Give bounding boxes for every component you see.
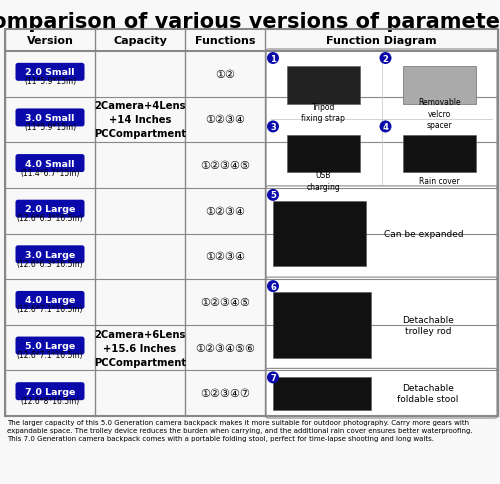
Circle shape	[267, 53, 279, 65]
Text: ①②③④: ①②③④	[205, 115, 245, 125]
Text: 4.0 Large: 4.0 Large	[25, 296, 75, 305]
Text: (11*5.9*15in): (11*5.9*15in)	[24, 77, 76, 86]
FancyBboxPatch shape	[16, 109, 84, 127]
Text: 5: 5	[270, 191, 276, 200]
Bar	[286, 67, 360, 105]
Text: ①②: ①②	[215, 70, 235, 80]
Text: Capacity: Capacity	[113, 36, 167, 46]
Text: 2: 2	[382, 54, 388, 63]
Text: 3.0 Small: 3.0 Small	[26, 114, 74, 122]
Text: 1: 1	[270, 54, 276, 63]
Bar	[273, 292, 371, 358]
Text: Detachable
foldable stool: Detachable foldable stool	[398, 383, 459, 403]
Circle shape	[380, 53, 392, 65]
FancyBboxPatch shape	[16, 291, 84, 309]
Bar	[5, 30, 498, 416]
FancyBboxPatch shape	[266, 369, 497, 418]
Bar	[273, 201, 366, 267]
Text: 4: 4	[382, 122, 388, 132]
Text: USB
charging: USB charging	[306, 171, 340, 191]
FancyBboxPatch shape	[266, 186, 497, 282]
Text: Rain cover: Rain cover	[420, 177, 460, 185]
Text: (12.6*7.1*16.5in): (12.6*7.1*16.5in)	[17, 305, 83, 314]
Text: (12.6*7.1*16.5in): (12.6*7.1*16.5in)	[17, 350, 83, 359]
Text: 2.0 Small: 2.0 Small	[25, 68, 75, 77]
Text: ①②③④⑤⑥: ①②③④⑤⑥	[195, 343, 255, 353]
Text: Removable
velcro
spacer: Removable velcro spacer	[418, 98, 461, 129]
Text: The larger capacity of this 5.0 Generation camera backpack makes it more suitabl: The larger capacity of this 5.0 Generati…	[7, 419, 472, 441]
Text: 7: 7	[270, 373, 276, 382]
FancyBboxPatch shape	[266, 277, 497, 373]
FancyBboxPatch shape	[16, 246, 84, 264]
Circle shape	[267, 281, 279, 292]
Circle shape	[267, 189, 279, 201]
Bar	[286, 136, 360, 173]
Circle shape	[267, 121, 279, 133]
FancyBboxPatch shape	[16, 337, 84, 355]
Text: (11.4*6.7*15in): (11.4*6.7*15in)	[20, 168, 80, 177]
FancyBboxPatch shape	[16, 200, 84, 218]
Text: Tripod
fixing strap: Tripod fixing strap	[302, 103, 345, 123]
Text: ①②③④: ①②③④	[205, 206, 245, 216]
FancyBboxPatch shape	[266, 50, 497, 191]
Text: (11*5.9*15in): (11*5.9*15in)	[24, 122, 76, 132]
Text: 3.0 Large: 3.0 Large	[25, 250, 75, 259]
Text: ①②③④⑤: ①②③④⑤	[200, 161, 250, 171]
Text: Functions: Functions	[195, 36, 256, 46]
Text: Comparison of various versions of parameters: Comparison of various versions of parame…	[0, 12, 500, 32]
Text: Detachable
trolley rod: Detachable trolley rod	[402, 315, 454, 335]
Text: ①②③④⑤: ①②③④⑤	[200, 297, 250, 307]
FancyBboxPatch shape	[16, 382, 84, 400]
Text: (12.6*8*16.5in): (12.6*8*16.5in)	[20, 396, 80, 405]
Text: 2Camera+4Lens
+14 Inches
PCCompartment: 2Camera+4Lens +14 Inches PCCompartment	[94, 101, 186, 139]
Text: (12.6*6.3*16.5in): (12.6*6.3*16.5in)	[16, 259, 84, 268]
FancyBboxPatch shape	[16, 155, 84, 173]
Text: 2.0 Large: 2.0 Large	[25, 205, 75, 214]
Bar	[403, 136, 476, 173]
Circle shape	[380, 121, 392, 133]
Text: Version: Version	[26, 36, 74, 46]
Text: 6: 6	[270, 282, 276, 291]
Text: 3: 3	[270, 122, 276, 132]
FancyBboxPatch shape	[16, 64, 84, 82]
Text: Can be expanded: Can be expanded	[384, 229, 464, 239]
Text: (12.6*6.3*16.5in): (12.6*6.3*16.5in)	[16, 214, 84, 223]
Text: ①②③④⑦: ①②③④⑦	[200, 388, 250, 398]
Text: 2Camera+6Lens
+15.6 Inches
PCCompartment: 2Camera+6Lens +15.6 Inches PCCompartment	[94, 329, 186, 367]
Text: ①②③④: ①②③④	[205, 252, 245, 262]
Bar	[403, 67, 476, 105]
Text: 7.0 Large: 7.0 Large	[25, 387, 75, 396]
Circle shape	[267, 372, 279, 384]
Text: 4.0 Small: 4.0 Small	[25, 159, 75, 168]
Bar	[273, 377, 371, 410]
Text: 5.0 Large: 5.0 Large	[25, 341, 75, 350]
Text: Function Diagram: Function Diagram	[326, 36, 437, 46]
